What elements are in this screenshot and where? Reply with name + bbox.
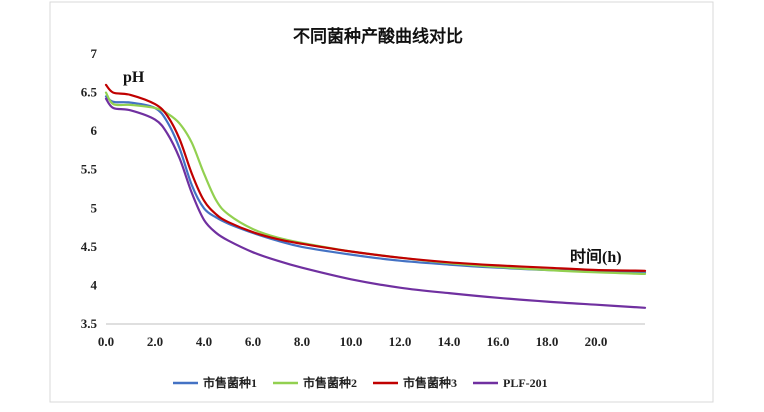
x-tick-label: 4.0 bbox=[196, 334, 212, 349]
y-tick-label: 6.5 bbox=[81, 85, 98, 100]
x-tick-label: 12.0 bbox=[389, 334, 412, 349]
y-tick-label: 4 bbox=[91, 277, 98, 292]
x-tick-label: 14.0 bbox=[438, 334, 461, 349]
y-tick-label: 4.5 bbox=[81, 239, 98, 254]
y-tick-label: 5.5 bbox=[81, 162, 98, 177]
series-line-4 bbox=[104, 97, 647, 309]
series-line-3 bbox=[104, 83, 647, 272]
x-axis-label: 时间(h) bbox=[570, 247, 622, 266]
y-axis-label: pH bbox=[123, 69, 145, 86]
chart-frame bbox=[49, 1, 714, 403]
legend-label: 市售菌种3 bbox=[403, 375, 457, 390]
x-tick-label: 18.0 bbox=[536, 334, 559, 349]
plot-area: 3.5 4 4.5 5 5.5 6 6.5 7 0.0 2.0 4.0 6.0 8.0 10.0 12.0 1… bbox=[81, 46, 647, 349]
legend: 市售菌种1 市售菌种2 市售菌种3 PLF-201 bbox=[173, 375, 548, 390]
y-tick-label: 7 bbox=[91, 46, 98, 61]
legend-label: 市售菌种1 bbox=[203, 375, 257, 390]
y-tick-label: 6 bbox=[91, 123, 98, 138]
chart-title: 不同菌种产酸曲线对比 bbox=[293, 26, 463, 47]
x-tick-label: 16.0 bbox=[487, 334, 510, 349]
x-tick-label: 2.0 bbox=[147, 334, 163, 349]
legend-label: PLF-201 bbox=[503, 376, 548, 390]
legend-label: 市售菌种2 bbox=[303, 375, 357, 390]
x-tick-label: 8.0 bbox=[294, 334, 310, 349]
x-tick-label: 20.0 bbox=[585, 334, 608, 349]
x-tick-label: 10.0 bbox=[340, 334, 363, 349]
y-tick-label: 3.5 bbox=[81, 316, 98, 331]
x-tick-label: 6.0 bbox=[245, 334, 261, 349]
y-tick-label: 5 bbox=[91, 200, 98, 215]
x-tick-label: 0.0 bbox=[98, 334, 114, 349]
series-line-2 bbox=[104, 91, 647, 275]
